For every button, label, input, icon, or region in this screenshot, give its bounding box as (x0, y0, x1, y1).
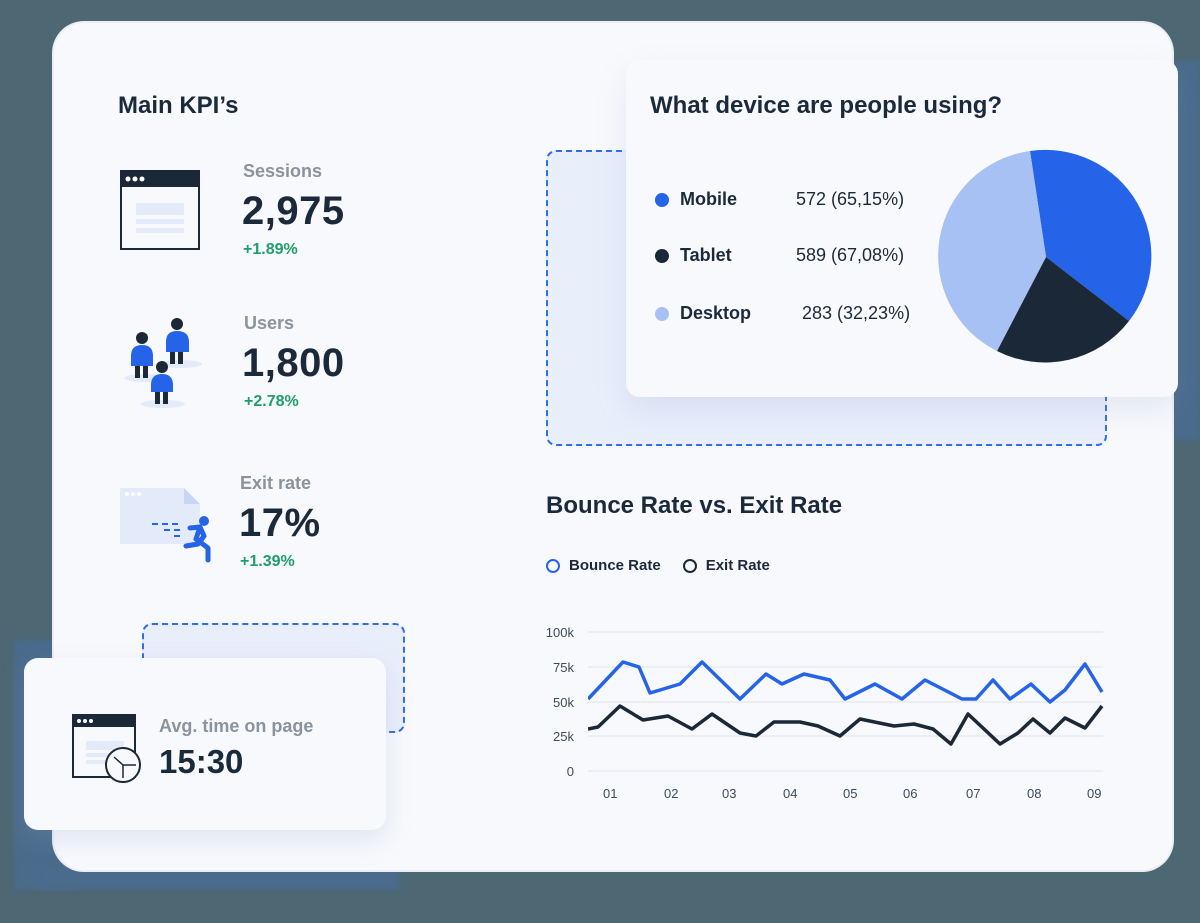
legend-item-mobile: Mobile 572 (65,15%) (655, 189, 904, 210)
legend-value: 283 (32,23%) (802, 303, 911, 323)
x-tick: 03 (722, 786, 737, 801)
legend-label-exit[interactable]: Exit Rate (705, 557, 770, 574)
legend-label: Tablet (680, 245, 732, 265)
line-chart-plot (586, 620, 1108, 780)
exit-rate-delta: +1.39% (240, 553, 295, 570)
pie-slice-mobile (1030, 149, 1152, 321)
device-card-title: What device are people using? (650, 92, 1003, 119)
legend-item-desktop: Desktop 283 (32,23%) (655, 303, 910, 324)
legend-label: Mobile (680, 189, 737, 209)
x-tick: 01 (603, 786, 618, 801)
x-tick: 07 (966, 786, 981, 801)
legend-item-tablet: Tablet 589 (67,08%) (655, 245, 904, 266)
exit-rate-value: 17% (239, 501, 321, 545)
x-tick: 06 (903, 786, 918, 801)
device-pie-chart (938, 149, 1154, 365)
y-tick: 100k (545, 625, 574, 640)
pie-slice-desktop (938, 151, 1046, 351)
legend-label-bounce[interactable]: Bounce Rate (569, 557, 661, 574)
sessions-label: Sessions (243, 161, 323, 181)
y-tick: 75k (553, 660, 574, 675)
legend-ring-icon (682, 558, 697, 573)
legend-value: 572 (65,15%) (796, 189, 905, 209)
legend-label: Desktop (680, 303, 752, 323)
browser-window-icon (120, 170, 200, 250)
pie-slice-tablet (997, 257, 1129, 363)
line-chart-legend: Bounce Rate Exit Rate (546, 557, 770, 574)
legend-value: 589 (67,08%) (796, 245, 905, 265)
x-tick: 02 (664, 786, 679, 801)
users-label: Users (244, 313, 295, 333)
legend-ring-icon (546, 558, 560, 573)
users-delta: +2.78% (244, 393, 299, 410)
sessions-value: 2,975 (242, 189, 345, 233)
legend-dot-icon (655, 248, 669, 263)
line-chart-title: Bounce Rate vs. Exit Rate (546, 492, 843, 519)
y-tick: 50k (553, 695, 574, 710)
sessions-delta: +1.89% (243, 241, 298, 258)
exit-rate-label: Exit rate (240, 473, 312, 493)
kpi-section-title: Main KPI’s (118, 92, 239, 119)
x-tick: 08 (1027, 786, 1042, 801)
exit-rate-line (587, 704, 1104, 746)
legend-dot-icon (655, 306, 669, 321)
legend-dot-icon (655, 192, 669, 207)
avg-time-value: 15:30 (159, 743, 244, 780)
users-value: 1,800 (242, 341, 345, 385)
browser-clock-icon (72, 714, 142, 784)
users-group-icon (118, 312, 208, 412)
running-exit-icon (118, 484, 214, 566)
avg-time-label: Avg. time on page (159, 716, 314, 736)
x-tick: 05 (843, 786, 858, 801)
y-tick: 0 (566, 764, 574, 779)
x-tick: 04 (783, 786, 798, 801)
x-tick: 09 (1087, 786, 1102, 801)
bounce-rate-line (586, 660, 1104, 704)
y-tick: 25k (553, 729, 574, 744)
